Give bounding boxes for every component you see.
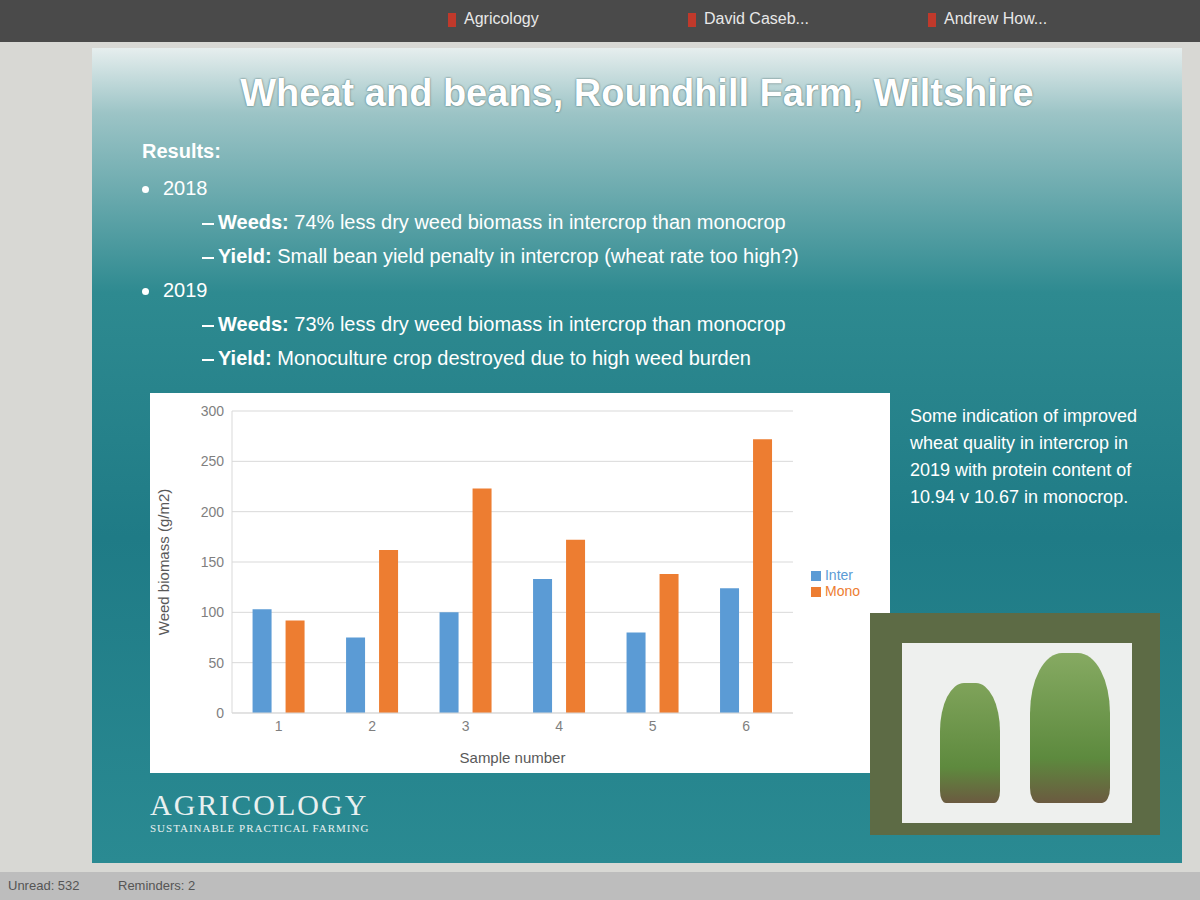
html-text:AGRICOLOGY: AGRICOLOGY: [150, 788, 369, 821]
html-text:David Caseb...: David Caseb...: [704, 10, 809, 27]
svg-text:Weed biomass (g/m2): Weed biomass (g/m2): [155, 489, 172, 635]
svg-text:2: 2: [368, 718, 376, 734]
svg-text:250: 250: [201, 453, 225, 469]
html-text:Reminders: 2: Reminders: 2: [118, 878, 196, 893]
svg-text:4: 4: [555, 718, 563, 734]
html-text:Unread: 532: Unread: 532: [8, 878, 80, 893]
html-text:SUSTAINABLE PRACTICAL FARMING: SUSTAINABLE PRACTICAL FARMING: [150, 822, 370, 834]
html-text:Some indication of improved wh: Some indication of improved wheat qualit…: [910, 406, 1138, 507]
html-text:Andrew How...: Andrew How...: [944, 10, 1048, 27]
html-text:Yield: Small bean yield penalt: Yield: Small bean yield penalty in inter…: [218, 245, 799, 267]
svg-text:150: 150: [201, 554, 225, 570]
html-text:Wheat and beans, Roundhill Far: Wheat and beans, Roundhill Farm, Wiltshi…: [240, 72, 1034, 114]
html-text:Weeds: 73% less dry weed bioma: Weeds: 73% less dry weed biomass in inte…: [218, 313, 786, 335]
svg-text:5: 5: [649, 718, 657, 734]
html-text:Results:: Results:: [142, 140, 221, 162]
svg-text:6: 6: [742, 718, 750, 734]
html-text:Weeds: 74% less dry weed bioma: Weeds: 74% less dry weed biomass in inte…: [218, 211, 786, 233]
svg-text:50: 50: [208, 655, 224, 671]
html-text:Mono: Mono: [825, 583, 860, 599]
svg-text:100: 100: [201, 604, 225, 620]
html-text:Inter: Inter: [825, 567, 853, 583]
html-text:2018: 2018: [163, 177, 208, 199]
svg-text:200: 200: [201, 504, 225, 520]
html-text:Agricology: Agricology: [464, 10, 539, 27]
svg-text:1: 1: [275, 718, 283, 734]
svg-text:3: 3: [462, 718, 470, 734]
svg-text:300: 300: [201, 403, 225, 419]
svg-text:Sample number: Sample number: [460, 749, 566, 766]
html-text:2019: 2019: [163, 279, 208, 301]
html-text:Yield: Monoculture crop destro: Yield: Monoculture crop destroyed due to…: [218, 347, 751, 369]
svg-text:0: 0: [216, 705, 224, 721]
